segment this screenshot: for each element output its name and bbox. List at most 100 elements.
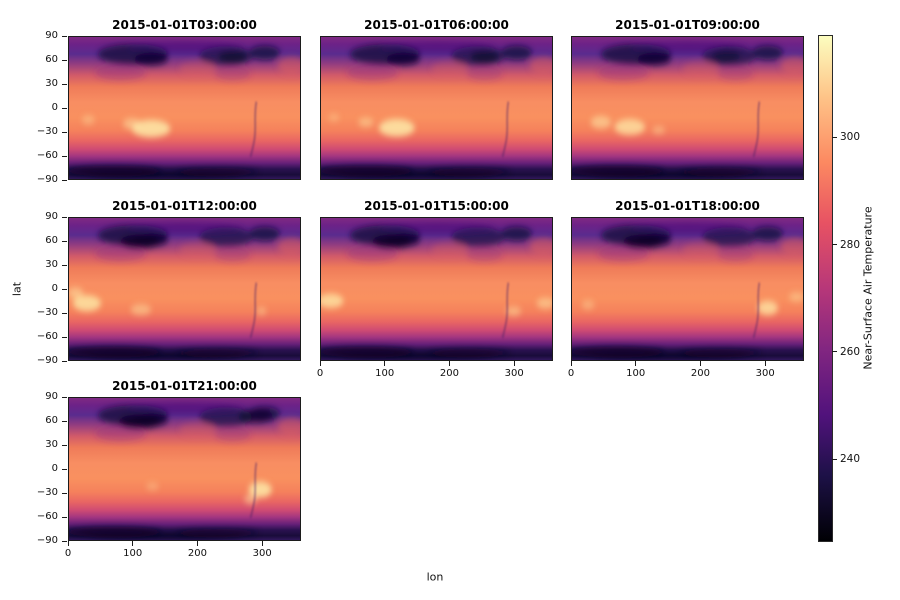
- facet-title: 2015-01-01T21:00:00: [112, 379, 257, 393]
- x-tick-mark: [67, 541, 69, 546]
- y-tick-mark: [62, 35, 67, 37]
- y-tick-label: 30: [45, 259, 58, 270]
- temperature-map: [69, 218, 300, 360]
- temperature-map: [572, 37, 803, 179]
- colorbar-tick-mark: [832, 244, 837, 246]
- y-tick-mark: [62, 444, 67, 446]
- y-tick-mark: [62, 540, 67, 542]
- y-tick-mark: [62, 216, 67, 218]
- y-tick-label: 0: [51, 283, 58, 294]
- x-axis-label: lon: [426, 570, 444, 584]
- x-tick-mark: [513, 361, 515, 366]
- x-tick-label: 100: [375, 368, 395, 379]
- y-tick-mark: [62, 59, 67, 61]
- y-tick-mark: [62, 240, 67, 242]
- y-tick-label: 90: [45, 391, 58, 402]
- facet-panel: [68, 217, 301, 361]
- temperature-map: [321, 218, 552, 360]
- y-tick-mark: [62, 155, 67, 157]
- y-tick-mark: [62, 131, 67, 133]
- y-tick-label: 90: [45, 30, 58, 41]
- temperature-map: [69, 37, 300, 179]
- x-tick-mark: [635, 361, 637, 366]
- colorbar-gradient: [818, 35, 833, 542]
- x-tick-label: 200: [187, 548, 207, 559]
- y-tick-label: 0: [51, 102, 58, 113]
- facet-title: 2015-01-01T12:00:00: [112, 199, 257, 213]
- y-tick-label: −30: [36, 126, 58, 137]
- x-tick-mark: [699, 361, 701, 366]
- x-tick-label: 300: [755, 368, 775, 379]
- x-tick-label: 200: [690, 368, 710, 379]
- y-tick-mark: [62, 179, 67, 181]
- y-tick-label: 90: [45, 211, 58, 222]
- y-tick-label: 30: [45, 439, 58, 450]
- x-tick-mark: [319, 361, 321, 366]
- y-tick-label: −90: [36, 174, 58, 185]
- y-tick-label: 60: [45, 54, 58, 65]
- facet-title: 2015-01-01T18:00:00: [615, 199, 760, 213]
- y-tick-label: −90: [36, 535, 58, 546]
- facet-title: 2015-01-01T15:00:00: [364, 199, 509, 213]
- y-tick-label: −30: [36, 307, 58, 318]
- colorbar-tick-label: 300: [840, 131, 861, 144]
- x-tick-label: 200: [439, 368, 459, 379]
- colorbar-tick-mark: [832, 136, 837, 138]
- x-tick-mark: [448, 361, 450, 366]
- colorbar-tick-mark: [832, 351, 837, 353]
- temperature-map: [321, 37, 552, 179]
- colorbar-label: Near-Surface Air Temperature: [861, 206, 875, 370]
- y-tick-mark: [62, 312, 67, 314]
- y-tick-label: 30: [45, 78, 58, 89]
- facet-title: 2015-01-01T09:00:00: [615, 18, 760, 32]
- y-tick-mark: [62, 516, 67, 518]
- y-tick-label: −90: [36, 355, 58, 366]
- colorbar-tick-mark: [832, 458, 837, 460]
- x-tick-mark: [261, 541, 263, 546]
- x-tick-label: 0: [316, 368, 324, 379]
- colorbar-tick-label: 260: [840, 345, 861, 358]
- temperature-map: [572, 218, 803, 360]
- y-tick-mark: [62, 288, 67, 290]
- x-tick-mark: [132, 541, 134, 546]
- facet-panel: [68, 36, 301, 180]
- colorbar-tick-label: 280: [840, 238, 861, 251]
- y-tick-label: 60: [45, 235, 58, 246]
- y-tick-mark: [62, 492, 67, 494]
- y-tick-label: 60: [45, 415, 58, 426]
- facet-panel: [571, 36, 804, 180]
- x-tick-label: 0: [567, 368, 575, 379]
- y-tick-label: −60: [36, 150, 58, 161]
- colorbar-tick-label: 240: [840, 453, 861, 466]
- facet-title: 2015-01-01T03:00:00: [112, 18, 257, 32]
- x-tick-label: 300: [504, 368, 524, 379]
- facet-panel: [320, 36, 553, 180]
- y-tick-label: 0: [51, 463, 58, 474]
- x-tick-mark: [764, 361, 766, 366]
- y-tick-mark: [62, 396, 67, 398]
- y-tick-label: −60: [36, 511, 58, 522]
- y-tick-mark: [62, 264, 67, 266]
- x-tick-mark: [384, 361, 386, 366]
- facet-panel: [68, 397, 301, 541]
- y-tick-mark: [62, 360, 67, 362]
- temperature-map: [69, 398, 300, 540]
- x-tick-label: 100: [626, 368, 646, 379]
- y-tick-label: −30: [36, 487, 58, 498]
- facet-panel: [571, 217, 804, 361]
- y-tick-mark: [62, 468, 67, 470]
- y-tick-mark: [62, 107, 67, 109]
- x-tick-label: 0: [64, 548, 72, 559]
- x-tick-mark: [196, 541, 198, 546]
- y-tick-label: −60: [36, 331, 58, 342]
- y-tick-mark: [62, 420, 67, 422]
- x-tick-label: 300: [252, 548, 272, 559]
- y-tick-mark: [62, 83, 67, 85]
- y-axis-label: lat: [10, 281, 24, 297]
- facet-panel: [320, 217, 553, 361]
- facet-title: 2015-01-01T06:00:00: [364, 18, 509, 32]
- x-tick-mark: [570, 361, 572, 366]
- y-tick-mark: [62, 336, 67, 338]
- x-tick-label: 100: [123, 548, 143, 559]
